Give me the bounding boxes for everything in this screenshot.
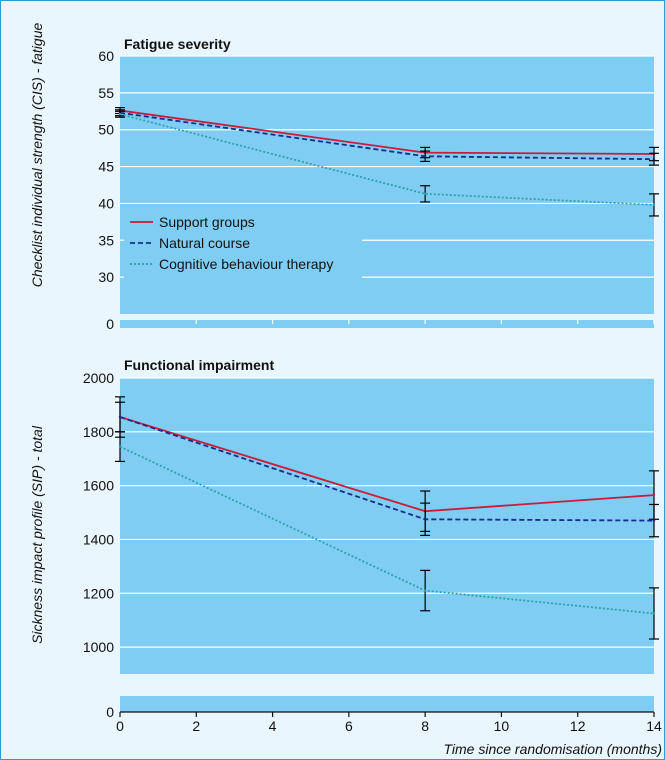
x-tick-label: 12 [570, 718, 586, 734]
x-tick-label: 0 [116, 718, 124, 734]
fatigue-series [115, 106, 659, 217]
fatigue-series-2-line [119, 113, 655, 206]
fatigue-y-tick-label: 55 [98, 85, 114, 101]
impairment-axis-break [120, 674, 654, 696]
legend-box [124, 208, 362, 278]
impairment-y-tick-label: 1200 [83, 585, 114, 601]
impairment-y-tick-labels: 1000 1200 1400 1600 1800 2000 [83, 370, 114, 655]
fatigue-break-strip [120, 320, 654, 328]
legend-item-natural-course: Natural course [130, 235, 250, 251]
x-tick-label: 2 [192, 718, 200, 734]
impairment-y-tick-label: 1600 [83, 478, 114, 494]
fatigue-series-2-point [423, 192, 427, 196]
x-axis: 0 2 4 6 8 10 12 14 Time since randomisation (mo… [116, 711, 662, 757]
impairment-series-1-point [423, 518, 427, 521]
fatigue-y-tick-label: 50 [98, 122, 114, 138]
impairment-panel: 1000 1200 1400 1600 1800 2000 0 Functional im… [29, 357, 659, 720]
impairment-series-2-point [652, 612, 656, 615]
impairment-y-tick-label: 1400 [83, 531, 114, 547]
impairment-series-1-point [118, 415, 122, 419]
impairment-series [115, 396, 659, 640]
legend-label-cbt: Cognitive behaviour therapy [159, 256, 333, 272]
impairment-y-tick-label: 1000 [83, 639, 114, 655]
impairment-series-2-point [423, 589, 427, 592]
x-axis-ticks: 0 2 4 6 8 10 12 14 [116, 712, 662, 734]
fatigue-break-label: 0 [106, 316, 114, 332]
x-tick-label: 8 [421, 718, 429, 734]
legend-label-natural-course: Natural course [159, 235, 250, 251]
fatigue-axis-break [120, 314, 654, 320]
impairment-series-0-point [652, 493, 656, 497]
x-tick-label: 4 [269, 718, 277, 734]
impairment-break-label: 0 [106, 704, 114, 720]
fatigue-x-ticks [195, 320, 655, 324]
fatigue-y-tick-label: 40 [98, 195, 114, 211]
legend: Support groups Natural course Cognitive … [124, 208, 362, 278]
fatigue-y-tick-label: 60 [98, 48, 114, 64]
fatigue-y-tick-label: 30 [98, 269, 114, 285]
fatigue-series-2-point [652, 203, 656, 207]
fatigue-series-2-point [118, 113, 122, 116]
fatigue-y-tick-label: 45 [98, 159, 114, 175]
fatigue-y-tick-label: 35 [98, 232, 114, 248]
legend-item-support-groups: Support groups [130, 214, 255, 230]
fatigue-panel-title: Fatigue severity [124, 36, 231, 52]
x-tick-label: 6 [345, 718, 353, 734]
fatigue-panel: 30 35 40 45 50 55 60 0 Fatigue severity Checkl… [29, 23, 659, 332]
x-axis-label: Time since randomisation (months) [443, 741, 662, 757]
fatigue-series-1-point [652, 158, 656, 161]
impairment-plot-area [120, 378, 654, 674]
impairment-series-1-point [652, 519, 656, 522]
fatigue-series-1-point [423, 155, 427, 158]
x-tick-label: 14 [646, 718, 662, 734]
impairment-series-2-point [118, 445, 122, 448]
impairment-y-tick-label: 1800 [83, 424, 114, 440]
impairment-break-strip [120, 696, 654, 712]
impairment-y-axis-label: Sickness impact profile (SIP) - total [29, 425, 45, 644]
fatigue-y-tick-labels: 30 35 40 45 50 55 60 [98, 48, 114, 285]
impairment-y-tick-label: 2000 [83, 370, 114, 386]
legend-label-support-groups: Support groups [159, 214, 255, 230]
x-tick-label: 10 [494, 718, 510, 734]
fatigue-y-axis-label: Checklist individual strength (CIS) - fa… [29, 23, 45, 288]
legend-item-cbt: Cognitive behaviour therapy [130, 256, 333, 272]
impairment-grid [120, 377, 654, 648]
impairment-panel-title: Functional impairment [124, 357, 274, 373]
